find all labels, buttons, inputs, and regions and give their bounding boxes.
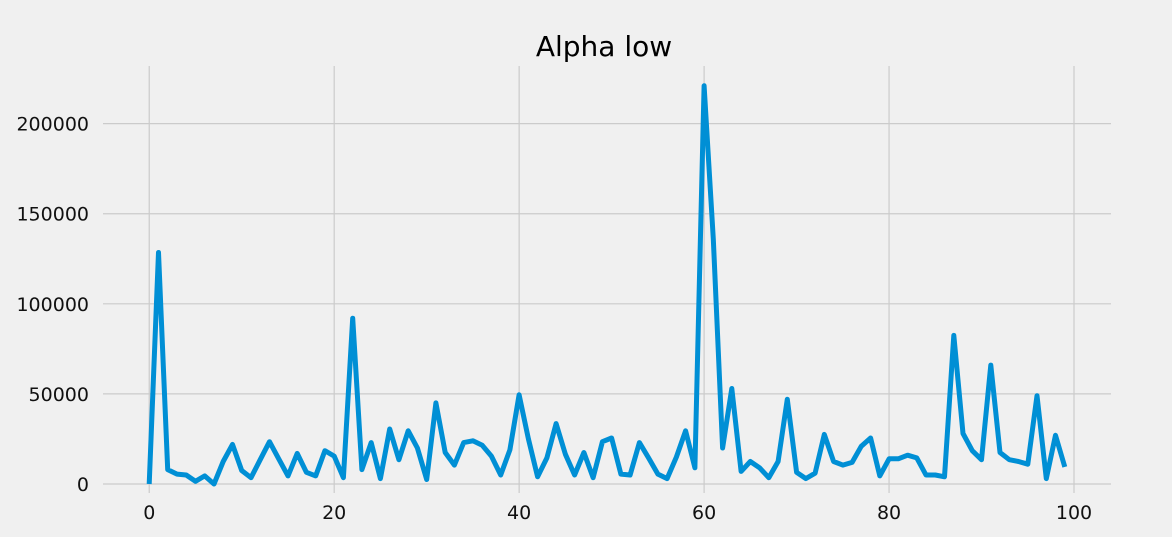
x-tick-label: 100	[1056, 502, 1092, 524]
series-layer	[146, 83, 1068, 487]
y-tick-label: 0	[77, 474, 89, 496]
x-tick-label: 20	[322, 502, 346, 524]
x-tick-label: 60	[692, 502, 716, 524]
chart-title: Alpha low	[536, 30, 672, 63]
x-tick-label: 80	[877, 502, 901, 524]
x-tick-label: 0	[143, 502, 155, 524]
y-tick-label: 200000	[16, 114, 89, 136]
y-tick-label: 150000	[16, 204, 89, 226]
y-tick-label: 50000	[29, 384, 89, 406]
series-line	[146, 83, 1068, 487]
tick-labels: 0 50000 100000 150000 200000 0 20 40 60 80 100	[16, 114, 1092, 524]
y-tick-label: 100000	[16, 294, 89, 316]
x-tick-label: 40	[507, 502, 531, 524]
